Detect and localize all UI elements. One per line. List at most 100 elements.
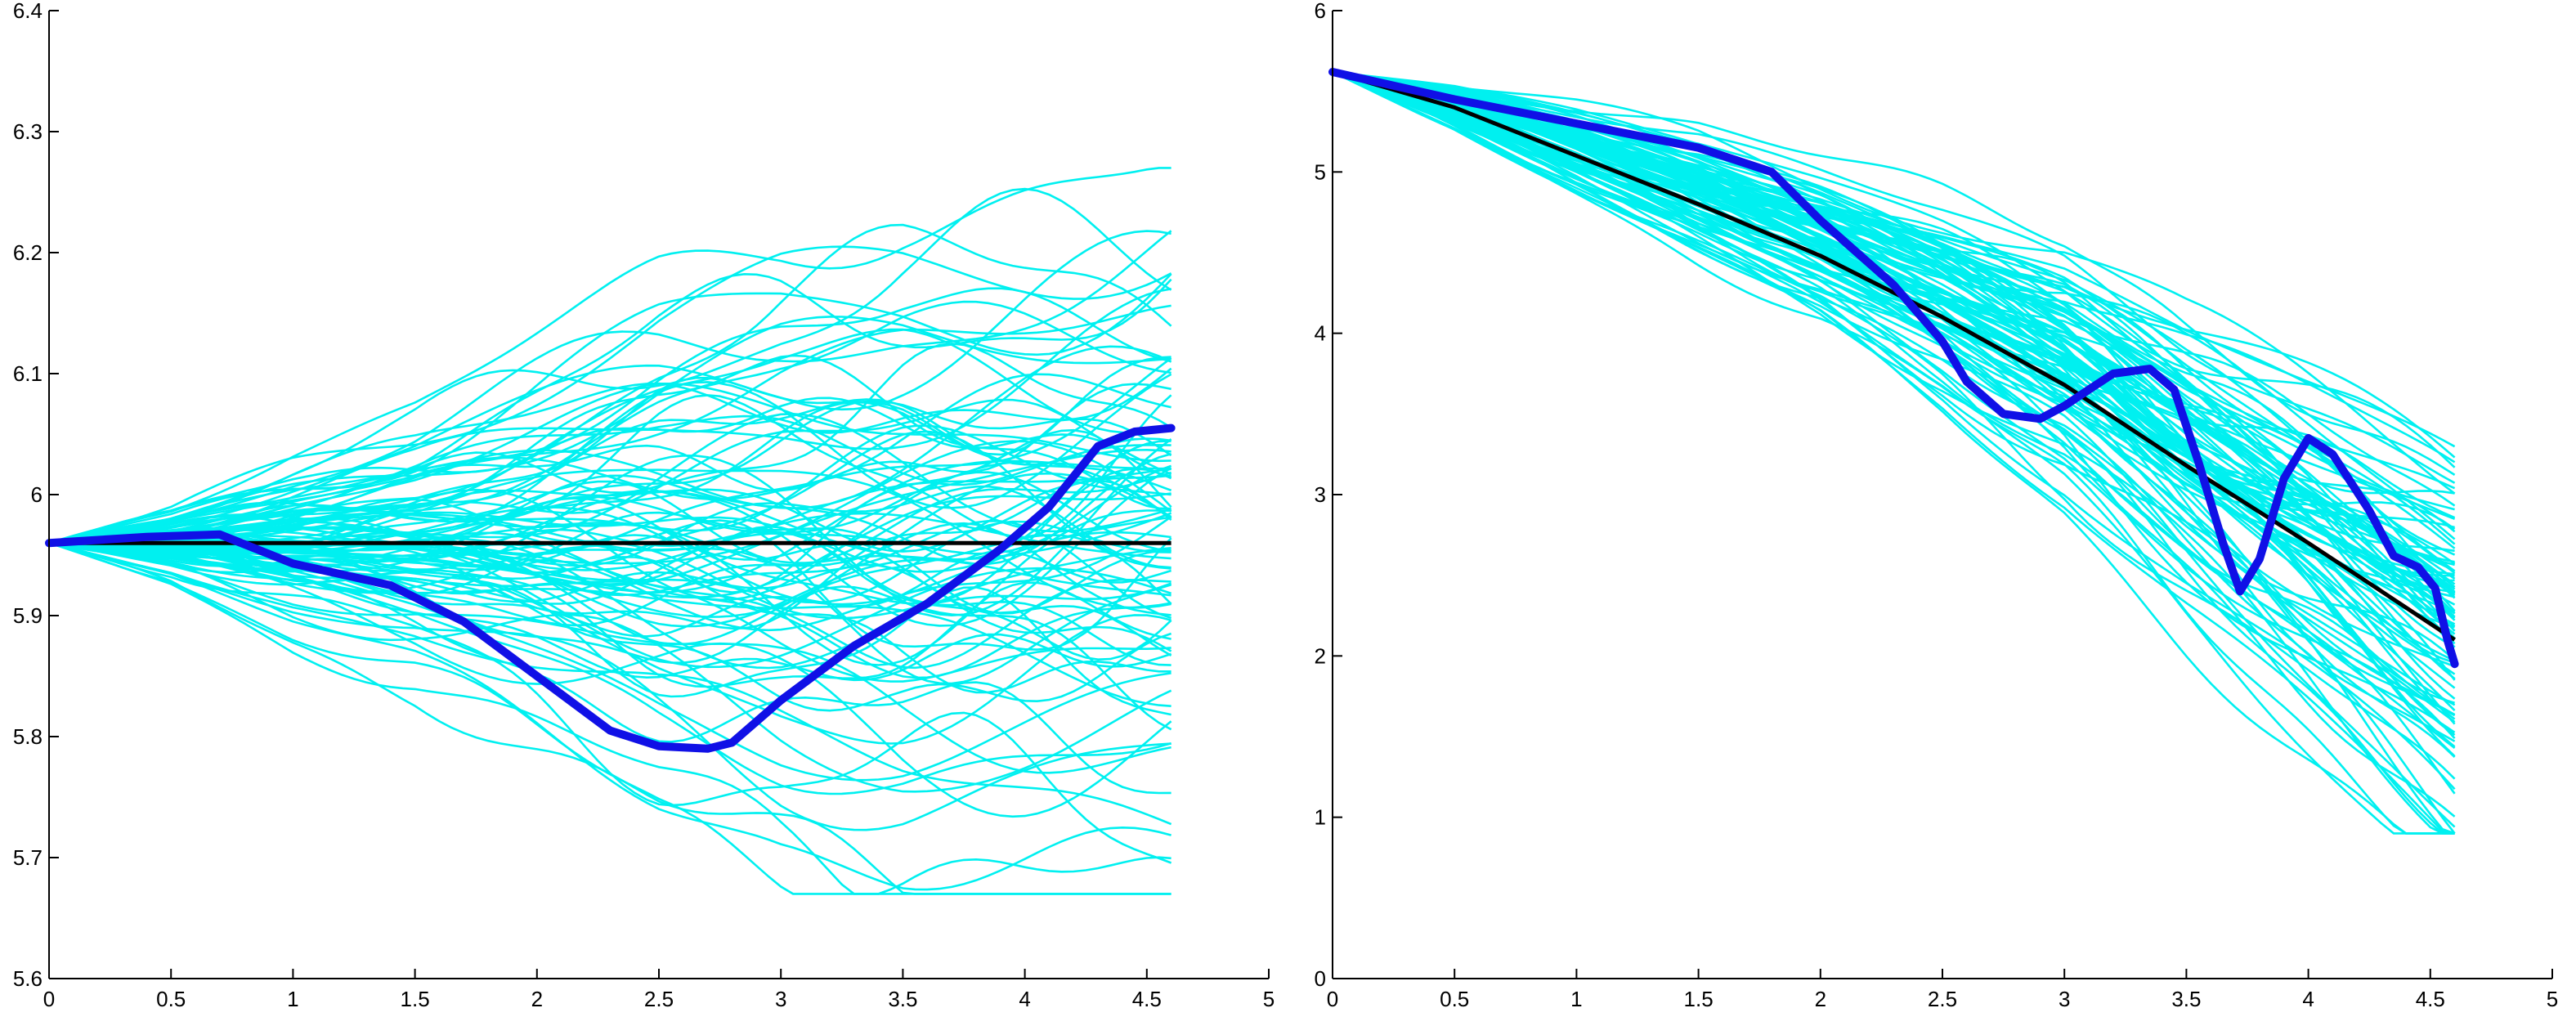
x-tick-label: 5 (1263, 987, 1275, 1011)
sample-path (1332, 70, 2456, 828)
sample-path (48, 525, 1172, 661)
sample-path (48, 373, 1172, 556)
x-tick-label: 3 (2059, 987, 2070, 1011)
sample-path (1332, 70, 2456, 689)
y-tick-label: 3 (1315, 482, 1326, 507)
sample-path (1332, 70, 2456, 448)
sample-path (1332, 70, 2456, 615)
sample-path (1332, 70, 2455, 835)
x-tick-label: 3.5 (2171, 987, 2201, 1011)
sample-path (48, 367, 1172, 544)
sample-path (1332, 70, 2455, 835)
y-tick-label: 5.9 (13, 603, 43, 628)
sample-path (1332, 70, 2456, 724)
sample-path (48, 516, 1172, 632)
x-tick-label: 1.5 (401, 987, 430, 1011)
x-tick-label: 4 (1019, 987, 1030, 1011)
sample-path (48, 541, 1172, 716)
x-tick-label: 2 (1815, 987, 1826, 1011)
sample-path (48, 541, 1172, 895)
y-tick-label: 6.1 (13, 361, 43, 386)
sample-path (48, 167, 1172, 544)
sample-path (48, 519, 1172, 620)
y-tick-label: 6 (31, 482, 43, 507)
x-tick-label: 4.5 (2416, 987, 2445, 1011)
sample-path (1332, 70, 2455, 835)
sample-path (48, 541, 1172, 793)
y-tick-label: 2 (1315, 643, 1326, 668)
sample-path (1332, 70, 2456, 835)
sample-path (48, 414, 1172, 544)
x-tick-label: 3 (775, 987, 786, 1011)
sample-path (48, 342, 1172, 544)
sample-path (48, 273, 1172, 544)
sample-path (1332, 70, 2456, 662)
sample-path (48, 541, 1172, 745)
mean-path (1332, 69, 2456, 642)
sample-path (48, 541, 1172, 864)
sample-path (48, 541, 1172, 670)
sample-path (48, 373, 1172, 544)
x-tick-label: 5 (2547, 987, 2558, 1011)
x-tick-label: 2.5 (644, 987, 674, 1011)
sample-paths (48, 167, 1172, 895)
sample-path (48, 287, 1172, 544)
sample-path (48, 401, 1172, 544)
x-tick-label: 1 (1570, 987, 1582, 1011)
y-tick-label: 6.3 (13, 119, 43, 144)
highlight-path (1328, 68, 2459, 669)
y-tick-label: 1 (1315, 805, 1326, 830)
sample-path (1332, 70, 2456, 484)
sample-path (1332, 70, 2456, 507)
x-tick-label: 4 (2302, 987, 2314, 1011)
y-tick-label: 4 (1315, 321, 1326, 346)
sample-path (48, 430, 1172, 574)
y-tick-label: 5.7 (13, 845, 43, 870)
x-tick-label: 0 (1327, 987, 1338, 1011)
x-tick-label: 2 (531, 987, 543, 1011)
sample-path (48, 187, 1172, 544)
sample-path (48, 356, 1172, 544)
x-tick-label: 0.5 (156, 987, 186, 1011)
x-tick-label: 3.5 (888, 987, 917, 1011)
sample-path (48, 509, 1172, 666)
sample-path (48, 541, 1172, 831)
y-tick-label: 5 (1315, 159, 1326, 184)
right-panel: 0 0.5 1 1.5 2 2.5 3 3.5 4 4.5 5 0 1 2 3 4 5 6 (1315, 0, 2559, 1011)
y-tick-label: 6.2 (13, 240, 43, 265)
sample-path (48, 245, 1172, 544)
sample-path (1332, 70, 2455, 577)
highlight-path (45, 423, 1176, 753)
sample-path (1332, 70, 2456, 835)
sample-path (48, 541, 1172, 795)
sample-path (1332, 70, 2455, 835)
sample-path (48, 472, 1172, 618)
y-tick-label: 0 (1315, 966, 1326, 991)
sample-path (48, 541, 1172, 774)
y-tick-label: 5.6 (13, 966, 43, 991)
sample-path (1332, 70, 2456, 818)
left-panel: 0 0.5 1 1.5 2 2.5 3 3.5 4 4.5 5 5.6 5.7 5.8 5.9 6 6.1 6.2… (13, 0, 1275, 1011)
x-tick-label: 0 (43, 987, 55, 1011)
x-tick-label: 4.5 (1132, 987, 1162, 1011)
y-tick-label: 6.4 (13, 0, 43, 23)
sample-path (48, 230, 1172, 544)
sample-path (48, 541, 1172, 891)
sample-path (48, 223, 1172, 544)
sample-paths (1332, 70, 2456, 835)
x-tick-label: 1.5 (1684, 987, 1714, 1011)
sample-path (1332, 70, 2455, 835)
sample-path (48, 522, 1172, 627)
sample-path (48, 541, 1172, 685)
sample-path (48, 541, 1172, 652)
x-tick-label: 1 (287, 987, 298, 1011)
sample-path (1332, 70, 2455, 835)
sample-path (1332, 70, 2456, 700)
sample-path (1332, 70, 2456, 733)
x-tick-label: 2.5 (1928, 987, 1957, 1011)
sample-path (1332, 70, 2456, 739)
sample-path (1332, 70, 2456, 661)
y-tick-label: 6 (1315, 0, 1326, 23)
x-tick-label: 0.5 (1440, 987, 1469, 1011)
